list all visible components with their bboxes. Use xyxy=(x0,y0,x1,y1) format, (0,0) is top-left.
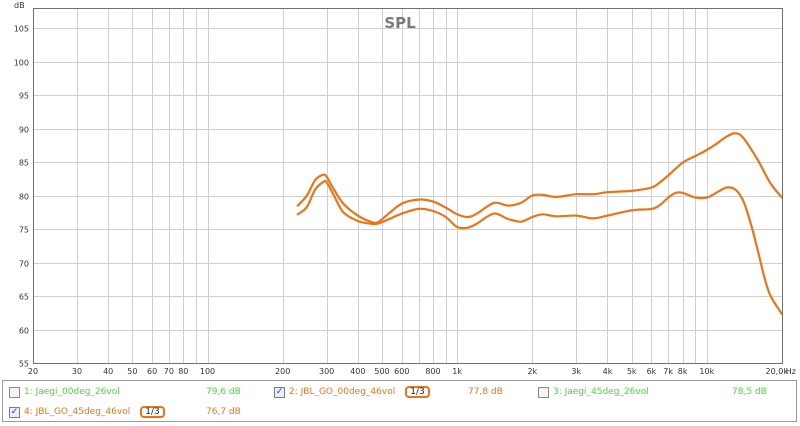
x-axis-unit-label: Hz xyxy=(786,367,796,376)
legend-panel: 1: Jaegi_00deg_26vol 79,6 dB ✓ 2: JBL_GO… xyxy=(2,380,797,422)
legend-item-1-label: 1: Jaegi_00deg_26vol xyxy=(24,387,120,397)
y-tick-label: 90 xyxy=(19,126,29,135)
y-axis-unit-label: dB xyxy=(14,1,25,10)
legend-item-4-checkbox[interactable]: ✓ xyxy=(9,406,20,418)
x-tick-label: 800 xyxy=(425,367,440,376)
x-tick-label: 100 xyxy=(200,367,215,376)
x-tick-label: 40 xyxy=(103,367,113,376)
x-tick-label: 3k xyxy=(571,367,581,376)
y-tick-label: 100 xyxy=(14,59,29,68)
legend-item-2[interactable]: ✓ 2: JBL_GO_00deg_46vol 1/3 xyxy=(274,383,430,401)
x-tick-label: 70 xyxy=(164,367,174,376)
x-tick-label: 600 xyxy=(394,367,409,376)
x-tick-label: 400 xyxy=(350,367,365,376)
legend-item-2-value: 77,8 dB xyxy=(468,387,503,397)
x-tick-label: 300 xyxy=(319,367,334,376)
series-line-2 xyxy=(296,179,784,316)
spl-chart-svg: 20 30 40 50 60 70 80 100 200 300 400 500 600 800 1k 2k 3… xyxy=(14,1,796,376)
legend-item-4-label: 4: JBL_GO_45deg_46vol xyxy=(24,407,131,417)
legend-item-1[interactable]: 1: Jaegi_00deg_26vol xyxy=(9,383,120,401)
legend-item-1-checkbox[interactable] xyxy=(9,386,20,398)
x-tick-label: 1k xyxy=(452,367,462,376)
y-tick-label: 80 xyxy=(19,193,29,202)
y-tick-label: 85 xyxy=(19,159,29,168)
y-tick-label: 55 xyxy=(19,360,29,369)
x-tick-label: 6k xyxy=(647,367,657,376)
y-tick-label: 70 xyxy=(19,260,29,269)
curves xyxy=(296,132,784,316)
x-tick-label: 20 xyxy=(28,367,38,376)
y-tick-label: 65 xyxy=(19,293,29,302)
legend-item-3-checkbox[interactable] xyxy=(538,386,549,398)
x-tick-label: 60 xyxy=(147,367,157,376)
x-tick-label: 10k xyxy=(699,367,714,376)
legend-item-1-value: 79,6 dB xyxy=(206,387,241,397)
spl-chart: 20 30 40 50 60 70 80 100 200 300 400 500 600 800 1k 2k 3… xyxy=(14,1,796,376)
y-tick-label: 60 xyxy=(19,327,29,336)
series-line-1 xyxy=(296,132,784,224)
y-tick-label: 105 xyxy=(14,25,29,34)
legend-item-2-label: 2: JBL_GO_00deg_46vol xyxy=(289,387,396,397)
x-tick-label: 5k xyxy=(627,367,637,376)
legend-item-3-label: 3: Jaegi_45deg_26vol xyxy=(553,387,649,397)
grid-lines xyxy=(33,8,783,364)
x-tick-label: 7k xyxy=(663,367,673,376)
legend-item-2-smoothing-button[interactable]: 1/3 xyxy=(405,386,430,398)
x-tick-label: 200 xyxy=(275,367,290,376)
x-tick-label: 2k xyxy=(527,367,537,376)
x-tick-label: 50 xyxy=(127,367,137,376)
x-tick-label: 30 xyxy=(72,367,82,376)
x-tick-label: 8k xyxy=(678,367,688,376)
x-tick-label: 500 xyxy=(374,367,389,376)
legend-item-4[interactable]: ✓ 4: JBL_GO_45deg_46vol 1/3 xyxy=(9,403,165,421)
y-tick-label: 95 xyxy=(19,92,29,101)
axes: 20 30 40 50 60 70 80 100 200 300 400 500 600 800 1k 2k 3… xyxy=(14,8,789,376)
legend-item-3[interactable]: 3: Jaegi_45deg_26vol xyxy=(538,383,649,401)
x-tick-label: 4k xyxy=(603,367,613,376)
legend-item-4-smoothing-button[interactable]: 1/3 xyxy=(140,406,165,418)
legend-item-2-checkbox[interactable]: ✓ xyxy=(274,386,285,398)
legend-item-4-value: 76,7 dB xyxy=(206,407,241,417)
legend-item-3-value: 78,5 dB xyxy=(732,387,767,397)
plot-frame xyxy=(33,8,783,364)
x-tick-label: 80 xyxy=(178,367,188,376)
plot-area xyxy=(33,8,782,363)
y-tick-label: 75 xyxy=(19,226,29,235)
chart-title: SPL xyxy=(384,14,416,32)
x-tick-label: 20,0k xyxy=(766,367,789,376)
